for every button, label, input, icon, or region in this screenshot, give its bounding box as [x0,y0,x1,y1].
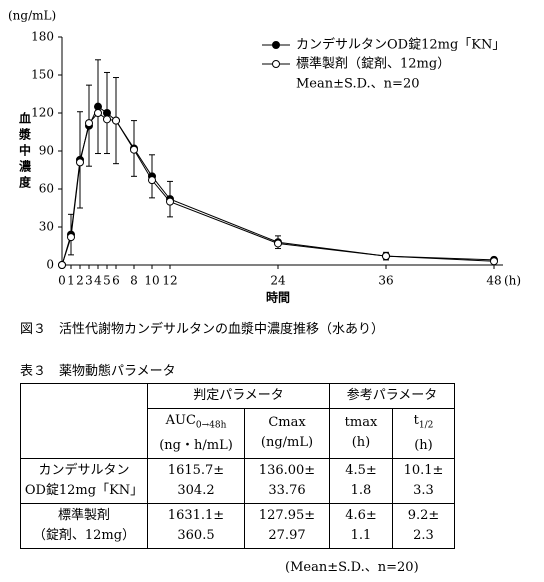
data-point [103,115,111,124]
column-header: t1/2 (h) [392,408,455,459]
column-unit: (h) [414,437,433,453]
header-row: 判定パラメータ 参考パラメータ [20,383,455,459]
legend-marker [272,60,280,68]
value-cell: 9.2± 2.3 [392,502,455,549]
value-text: 9.2± [407,507,440,523]
row-label-line: カンデサルタン [38,462,130,478]
x-tick-label: 2 [76,274,84,288]
legend-label: カンデサルタンOD錠12mg「KN」 [296,37,505,53]
row-label-line: OD錠12mg「KN」 [24,482,144,498]
value-text: 360.5 [177,527,215,543]
column-header: Cmax (ng/mL) [244,408,330,459]
legend-label: 標準製剤（錠剤、12mg） [296,56,450,72]
x-tick-label: 0 [58,274,66,288]
value-cell: 4.5± 1.8 [329,457,393,504]
value-cell: 10.1± 3.3 [392,457,455,504]
value-cell: 1615.7± 304.2 [147,457,245,504]
x-unit: (h) [504,274,521,288]
data-point [85,119,93,128]
y-tick-label: 60 [39,182,54,196]
data-row: 標準製剤 （錠剤、12mg） 1631.1± 360.5 127.95± 27.97 4.6… [20,502,455,549]
value-text: 4.5± [345,462,377,478]
x-tick-label: 3 [85,274,93,288]
value-text: 1615.7± [167,462,225,478]
data-point [148,176,156,185]
y-tick-label: 120 [31,106,54,120]
column-header: AUC0→48h (ng・h/mL) [147,408,245,459]
value-text: 1.8 [350,482,372,498]
value-text: 1631.1± [167,507,225,523]
row-label-line: （錠剤、12mg） [32,527,136,543]
value-text: 2.3 [413,527,434,543]
group-header: 判定パラメータ [147,383,330,409]
column-subscript: 0→48h [195,420,227,431]
data-point [490,257,498,266]
value-text: 3.3 [413,482,434,498]
value-text: 27.97 [268,527,306,543]
x-tick-label: 36 [378,274,393,288]
y-tick-label: 180 [31,30,54,44]
value-text: 136.00± [258,462,316,478]
value-cell: 4.6± 1.1 [329,502,393,549]
data-point [166,197,174,206]
data-point [382,252,390,261]
x-tick-label: 48 [486,274,501,288]
column-unit: (ng・h/mL) [159,437,233,453]
y-axis-label: 血漿中濃度 [18,111,32,192]
group-header: 参考パラメータ [329,383,455,409]
x-tick-label: 10 [144,274,159,288]
value-cell: 1631.1± 360.5 [147,502,245,549]
x-tick-label: 5 [103,274,111,288]
pk-table: 判定パラメータ 参考パラメータ AUC0→48h (ng・h/mL) Cmax (ng/m… [20,383,455,549]
table-title: 表３ 薬物動態パラメータ [20,364,176,379]
y-tick-label: 0 [46,258,54,272]
row-label-line: 標準製剤 [57,507,110,523]
value-cell: 136.00± 33.76 [244,457,330,504]
data-point [130,145,138,154]
column-unit: (ng/mL) [260,435,314,451]
y-tick-label: 90 [39,144,54,158]
x-tick-label: 12 [162,274,177,288]
figure-caption: 図３ 活性代謝物カンデサルタンの血漿中濃度推移（水あり） [20,322,385,337]
column-unit: (h) [351,435,371,451]
data-point [58,261,66,269]
column-name: tmax [344,415,378,431]
y-tick-label: 30 [39,220,54,234]
value-text: 1.1 [350,527,372,543]
column-subscript: 1/2 [418,420,434,431]
value-cell: 127.95± 27.97 [244,502,330,549]
legend-note: Mean±S.D.、n=20 [296,77,420,92]
y-tick-label: 150 [31,68,54,82]
x-tick-label: 24 [270,274,286,288]
table-footnote: (Mean±S.D.、n=20) [285,560,419,575]
data-point [274,239,282,248]
value-text: 304.2 [177,482,215,498]
legend-marker [272,41,280,49]
chart: (ng/mL) 血漿中濃度 時間 (h) Mean±S.D.、n=20 0306… [8,9,521,305]
column-name: t [413,413,419,428]
row-label: カンデサルタン OD錠12mg「KN」 [20,457,148,504]
data-point [76,158,84,167]
corner-cell [20,383,148,459]
column-header: tmax (h) [329,408,393,459]
value-text: 4.6± [345,507,377,523]
column-name: Cmax [268,415,306,431]
x-tick-label: 4 [94,274,102,288]
x-tick-label: 8 [130,274,138,288]
data-row: カンデサルタン OD錠12mg「KN」 1615.7± 304.2 136.00± 33.… [20,457,455,504]
column-name: AUC [165,413,196,428]
value-text: 127.95± [258,507,316,523]
data-point [67,233,75,242]
value-text: 10.1± [403,462,444,478]
row-label: 標準製剤 （錠剤、12mg） [20,502,148,549]
data-point [112,116,120,125]
x-axis-label: 時間 [266,290,290,305]
data-point [94,109,102,117]
x-tick-label: 1 [67,274,75,288]
x-tick-label: 6 [112,274,120,288]
value-text: 33.76 [268,482,306,498]
y-unit: (ng/mL) [8,9,56,23]
